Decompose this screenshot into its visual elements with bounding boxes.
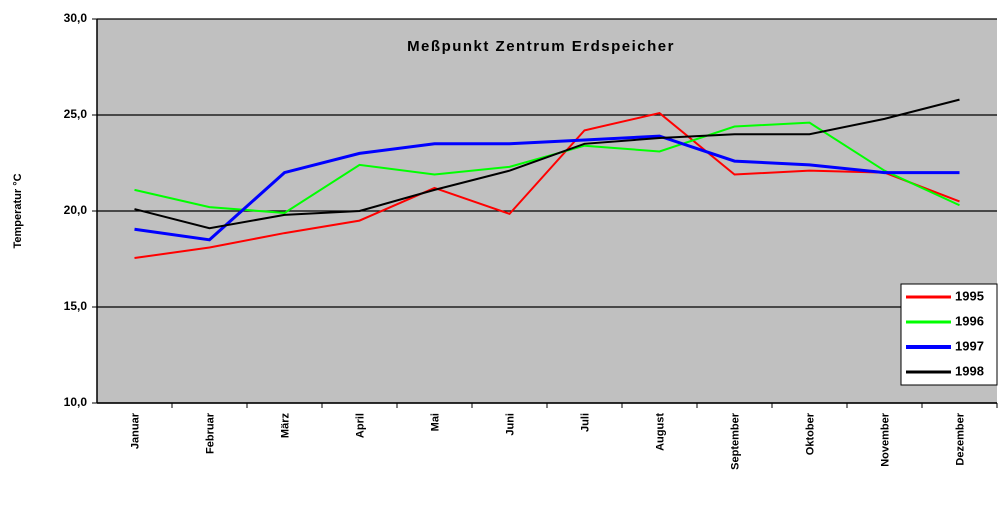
x-tick-label: Juni [504,413,516,436]
x-tick-label: Oktober [804,412,816,455]
y-tick-label: 10,0 [64,395,88,409]
y-tick-label: 25,0 [64,107,88,121]
x-tick-label: April [354,413,366,438]
x-tick-label: September [729,412,741,470]
x-tick-label: August [654,413,666,451]
x-tick-label: Juli [579,413,591,432]
x-tick-label: März [279,413,291,439]
line-series [134,98,960,230]
legend-box [900,283,998,386]
y-axis-label: Temperatur °C [12,173,24,248]
y-tick-label: 15,0 [64,299,88,313]
x-tick-label: Februar [204,412,216,454]
line-series [134,111,960,260]
chart-title: Meßpunkt Zentrum Erdspeicher [407,38,675,55]
x-tick-label: Dezember [954,412,966,465]
line-series [134,134,960,242]
legend-label: 1998 [955,363,984,378]
y-tick-label: 30,0 [64,11,88,25]
legend-label: 1997 [955,338,984,353]
x-tick-label: November [879,412,891,467]
legend-label: 1995 [955,288,984,303]
x-tick-label: Mai [429,413,441,431]
legend-label: 1996 [955,313,984,328]
y-tick-label: 20,0 [64,203,88,217]
x-tick-label: Januar [129,412,141,449]
